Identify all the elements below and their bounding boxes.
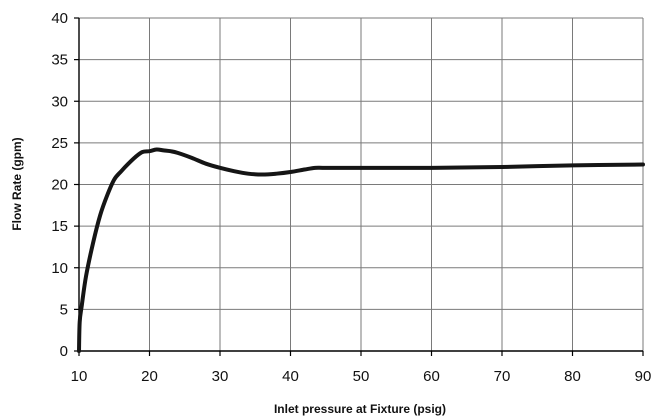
y-tick-label-20: 20 — [51, 177, 68, 194]
y-tick-label-35: 35 — [51, 52, 68, 69]
y-tick-label-10: 10 — [51, 260, 68, 277]
y-tick-label-5: 5 — [60, 301, 68, 318]
x-tick-label-20: 20 — [141, 368, 158, 385]
y-tick-label-15: 15 — [51, 218, 68, 235]
series-line-0 — [77, 147, 645, 353]
x-tick-label-10: 10 — [71, 368, 88, 385]
series-layer — [77, 147, 645, 353]
y-tick-label-30: 30 — [51, 93, 68, 110]
x-tick-labels: 10 20 30 40 50 60 70 80 90 — [71, 368, 652, 385]
x-tick-label-30: 30 — [212, 368, 229, 385]
x-tick-label-40: 40 — [282, 368, 299, 385]
x-axis-title: Inlet pressure at Fixture (psig) — [274, 402, 446, 416]
x-tick-label-90: 90 — [635, 368, 652, 385]
y-tick-label-25: 25 — [51, 135, 68, 152]
x-tick-label-70: 70 — [494, 368, 511, 385]
tick-marks — [74, 17, 644, 356]
x-tick-label-60: 60 — [423, 368, 440, 385]
x-tick-label-80: 80 — [564, 368, 581, 385]
y-axis-title: Flow Rate (gpm) — [10, 137, 24, 230]
grid — [79, 17, 644, 351]
y-tick-labels: 0 5 10 15 20 25 30 35 40 — [51, 10, 68, 360]
y-tick-label-0: 0 — [60, 343, 68, 360]
x-tick-label-50: 50 — [353, 368, 370, 385]
y-tick-label-40: 40 — [51, 10, 68, 27]
